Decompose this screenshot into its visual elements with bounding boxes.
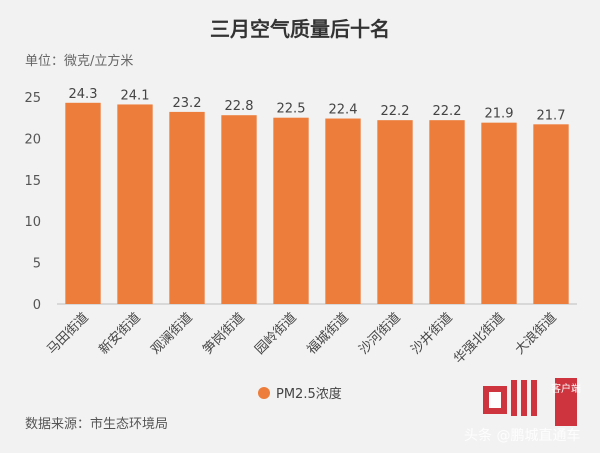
y-tick-label: 10 (24, 215, 41, 230)
x-tick-label: 马田街道 (44, 310, 91, 357)
x-tick-label: 华强北街道 (451, 310, 508, 367)
y-tick-label: 25 (24, 91, 41, 106)
source-note: 数据来源：市生态环境局 (25, 416, 168, 432)
x-tick-label: 观澜街道 (148, 310, 195, 357)
data-label: 21.7 (537, 108, 566, 123)
data-label: 22.2 (433, 104, 462, 119)
data-label: 22.2 (381, 104, 410, 119)
bar (65, 102, 101, 305)
bar (273, 117, 309, 304)
chart-title: 三月空气质量后十名 (210, 17, 390, 41)
bars (65, 102, 569, 305)
legend-label: PM2.5浓度 (276, 386, 342, 402)
data-label: 22.5 (277, 102, 306, 117)
bar (325, 118, 361, 304)
data-label: 23.2 (173, 96, 202, 111)
data-label: 24.1 (121, 88, 150, 103)
bar (429, 120, 465, 305)
x-tick-label: 大浪街道 (512, 310, 559, 357)
data-label: 24.3 (69, 87, 98, 102)
bar (533, 124, 569, 304)
x-tick-label: 笋岗街道 (200, 310, 248, 358)
y-tick-label: 15 (24, 174, 41, 189)
unit-label: 单位：微克/立方米 (25, 53, 133, 69)
data-label: 22.8 (225, 99, 254, 114)
x-tick-label: 新安街道 (96, 310, 144, 358)
bar (221, 115, 257, 304)
data-labels: 24.3 24.1 23.2 22.8 22.5 22.4 22.2 22.2 21.9 21.7 (69, 87, 566, 124)
x-tick-label: 福城街道 (304, 310, 351, 357)
y-tick-label: 20 (24, 132, 41, 147)
x-tick-label: 沙井街道 (408, 310, 455, 357)
watermark: 客户端 头条 @鹏城直通车 (464, 378, 581, 444)
bar (481, 122, 517, 304)
x-tick-label: 沙河街道 (356, 310, 403, 357)
y-tick-label: 0 (33, 298, 41, 313)
data-label: 21.9 (485, 107, 514, 122)
x-tick-label: 园岭街道 (252, 310, 299, 357)
bar (377, 120, 413, 305)
data-label: 22.4 (329, 103, 358, 118)
y-tick-label: 5 (33, 257, 41, 272)
legend: PM2.5浓度 (258, 386, 342, 402)
legend-marker (258, 387, 270, 399)
bar (117, 104, 153, 305)
watermark-badge: 客户端 (551, 382, 581, 395)
y-axis: 0 5 10 15 20 25 (24, 91, 41, 313)
bar (169, 111, 205, 305)
watermark-logo-icon (483, 378, 577, 426)
watermark-caption: 头条 @鹏城直通车 (464, 427, 580, 444)
